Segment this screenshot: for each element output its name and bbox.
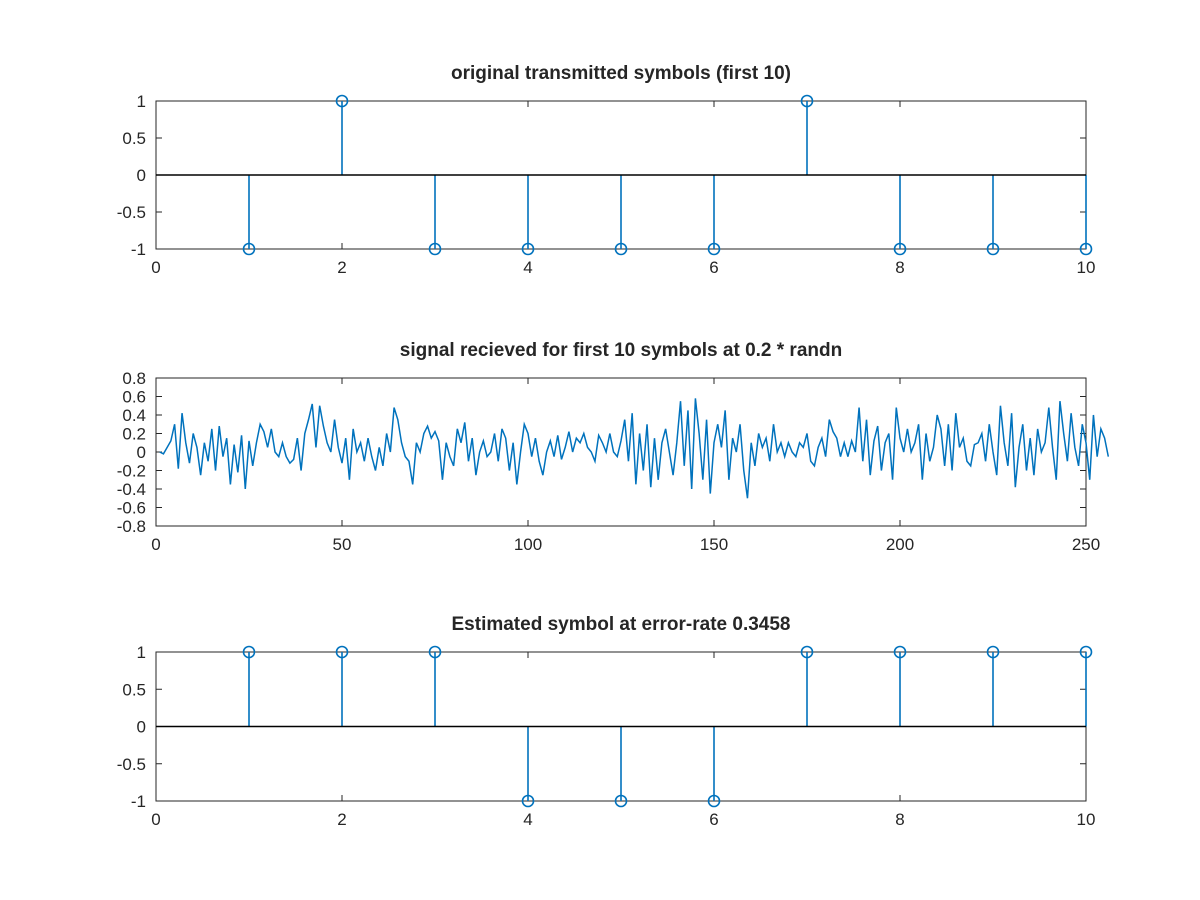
x-tick-label: 8 [895,258,904,277]
stem-marker [614,794,628,808]
signal-line [159,398,1110,499]
y-tick-label: 0 [137,443,146,462]
x-tick-label: 2 [337,258,346,277]
y-tick-label: 1 [137,92,146,111]
stem-marker [707,794,721,808]
x-tick-label: 100 [514,535,542,554]
y-tick-label: 0 [137,718,146,737]
stem-marker [335,94,349,108]
x-tick-label: 10 [1077,810,1096,829]
stem-marker [1079,242,1093,256]
stem-marker [242,645,256,659]
x-tick-label: 6 [709,810,718,829]
stem-marker [800,645,814,659]
stem-marker [893,242,907,256]
plots: original transmitted symbols (first 10) 0… [117,63,1110,829]
y-tick-label: 1 [137,643,146,662]
stem-marker [335,645,349,659]
x-tick-label: 200 [886,535,914,554]
x-tick-label: 150 [700,535,728,554]
y-tick-label: 0.2 [122,425,146,444]
x-tick-label: 2 [337,810,346,829]
x-tick-label: 4 [523,258,532,277]
y-tick-label: 0.4 [122,406,146,425]
subplot-2: signal recieved for first 10 symbols at … [117,340,1110,554]
y-tick-label: -1 [131,792,146,811]
x-tick-label: 0 [151,258,160,277]
stem-marker [614,242,628,256]
x-tick-label: 4 [523,810,532,829]
y-tick-label: 0.8 [122,369,146,388]
subplot-1: original transmitted symbols (first 10) 0… [117,63,1096,277]
y-tick-label: 0.5 [122,680,146,699]
x-tick-label: 0 [151,535,160,554]
stem-marker [893,645,907,659]
x-tick-label: 250 [1072,535,1100,554]
y-tick-label: 0.5 [122,129,146,148]
stem-marker [428,242,442,256]
subplot-3: Estimated symbol at error-rate 0.3458 0 2 4… [117,614,1096,829]
stem-marker [521,242,535,256]
y-tick-label: 0.6 [122,388,146,407]
subplot-title: Estimated symbol at error-rate 0.3458 [452,614,791,635]
y-tick-label: -0.4 [117,480,146,499]
subplot-title: original transmitted symbols (first 10) [451,63,791,84]
x-tick-label: 8 [895,810,904,829]
x-tick-label: 50 [333,535,352,554]
y-tick-label: -0.2 [117,462,146,481]
stem-marker [986,645,1000,659]
stem-marker [1079,645,1093,659]
y-tick-label: -1 [131,240,146,259]
x-tick-label: 6 [709,258,718,277]
stem-marker [707,242,721,256]
y-tick-label: -0.5 [117,755,146,774]
x-tick-label: 10 [1077,258,1096,277]
stem-marker [428,645,442,659]
stem-marker [242,242,256,256]
y-tick-label: -0.6 [117,499,146,518]
y-tick-label: -0.5 [117,203,146,222]
stem-marker [800,94,814,108]
subplot-title: signal recieved for first 10 symbols at … [400,340,842,361]
y-tick-label: 0 [137,166,146,185]
y-tick-label: -0.8 [117,517,146,536]
stem-marker [986,242,1000,256]
x-tick-label: 0 [151,810,160,829]
stem-marker [521,794,535,808]
